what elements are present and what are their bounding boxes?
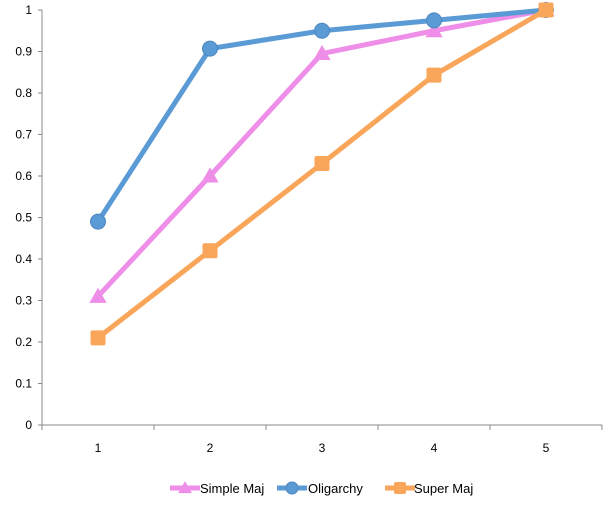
- x-tick-label: 5: [543, 441, 550, 455]
- data-point: [426, 12, 442, 29]
- legend: Simple Maj Oligarchy Super Maj: [170, 481, 473, 496]
- data-point: [202, 40, 218, 57]
- axes: [41, 10, 602, 426]
- data-point: [201, 167, 219, 183]
- series-layer: [89, 1, 555, 346]
- y-tick-label: 0.2: [15, 335, 32, 349]
- y-tick-label: 0.1: [15, 377, 32, 391]
- y-tick-label: 0: [25, 418, 32, 432]
- data-point: [89, 287, 107, 303]
- legend-marker: [394, 482, 406, 494]
- data-point: [425, 22, 443, 38]
- legend-entry: Simple Maj: [170, 481, 264, 496]
- data-point: [426, 67, 442, 83]
- data-point: [314, 22, 330, 39]
- data-point: [90, 213, 106, 230]
- y-tick-label: 0.9: [15, 45, 32, 59]
- data-point: [313, 44, 331, 61]
- legend-label: Oligarchy: [308, 481, 363, 496]
- y-tick-label: 0.3: [15, 294, 32, 308]
- series-line: [95, 7, 549, 225]
- y-tick-label: 0.6: [15, 169, 32, 183]
- y-tick-label: 0.4: [15, 252, 32, 266]
- x-tick-label: 2: [207, 441, 214, 455]
- series-oligarchy: [90, 2, 554, 230]
- data-point: [538, 2, 554, 18]
- data-point: [314, 156, 330, 172]
- y-tick-label: 0.5: [15, 211, 32, 225]
- legend-label: Super Maj: [414, 481, 473, 496]
- legend-marker: [285, 481, 299, 495]
- x-axis-ticks: 1 2 3 4 5: [41, 425, 603, 455]
- y-axis-ticks: 0 0.1 0.2 0.3 0.4 0.5 0.6 0.7 0.8 0.9 1: [15, 3, 42, 432]
- legend-label: Simple Maj: [200, 481, 264, 496]
- legend-marker: [178, 481, 192, 494]
- y-tick-label: 0.8: [15, 86, 32, 100]
- data-point: [90, 330, 106, 346]
- y-tick-label: 1: [25, 3, 32, 17]
- series-super-maj: [90, 2, 554, 346]
- y-tick-label: 0.7: [15, 128, 32, 142]
- x-tick-label: 3: [319, 441, 326, 455]
- legend-entry: Super Maj: [385, 481, 473, 496]
- legend-entry: Oligarchy: [277, 481, 363, 496]
- x-tick-label: 1: [95, 441, 102, 455]
- x-tick-label: 4: [431, 441, 438, 455]
- data-point: [202, 243, 218, 259]
